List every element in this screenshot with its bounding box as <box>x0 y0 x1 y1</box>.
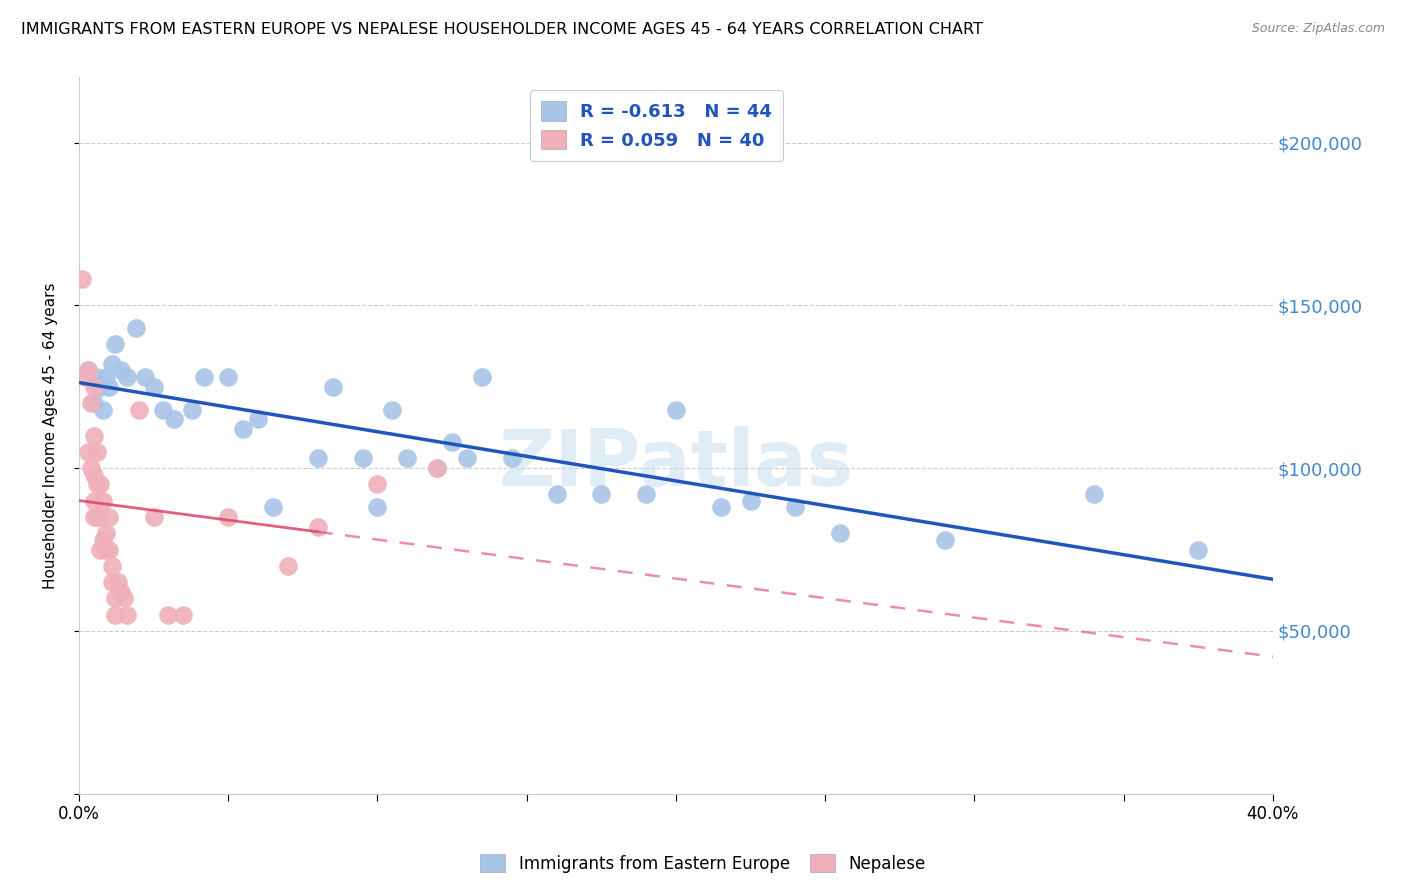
Point <box>83 493 105 508</box>
Point <box>91 493 114 508</box>
Point <box>83 380 105 394</box>
Y-axis label: Householder Income Ages 45 - 64 years: Householder Income Ages 45 - 64 years <box>44 282 58 589</box>
Point <box>73 370 96 384</box>
Point <box>91 402 114 417</box>
Point <box>101 357 124 371</box>
Point <box>456 451 478 466</box>
Point <box>83 510 105 524</box>
Legend: R = -0.613   N = 44, R = 0.059   N = 40: R = -0.613 N = 44, R = 0.059 N = 40 <box>530 90 783 161</box>
Point <box>115 607 138 622</box>
Point <box>83 396 105 410</box>
Point <box>77 363 100 377</box>
Point <box>322 380 344 394</box>
Point <box>110 363 132 377</box>
Point <box>115 370 138 384</box>
Point <box>217 370 239 384</box>
Point <box>172 607 194 622</box>
Point <box>152 402 174 417</box>
Point <box>86 370 108 384</box>
Point <box>97 380 120 394</box>
Point <box>83 428 105 442</box>
Point <box>80 396 103 410</box>
Text: ZIPatlas: ZIPatlas <box>498 426 853 502</box>
Point <box>366 500 388 515</box>
Point <box>86 510 108 524</box>
Point <box>426 461 449 475</box>
Point <box>94 542 117 557</box>
Point <box>232 422 254 436</box>
Point <box>94 370 117 384</box>
Point <box>104 591 127 606</box>
Point <box>101 558 124 573</box>
Point <box>91 533 114 547</box>
Point <box>86 445 108 459</box>
Text: Source: ZipAtlas.com: Source: ZipAtlas.com <box>1251 22 1385 36</box>
Point <box>636 487 658 501</box>
Point <box>366 477 388 491</box>
Point <box>112 591 135 606</box>
Point <box>193 370 215 384</box>
Point <box>307 451 329 466</box>
Point <box>163 412 186 426</box>
Point <box>307 519 329 533</box>
Point <box>101 575 124 590</box>
Point <box>83 467 105 482</box>
Point <box>89 542 111 557</box>
Point <box>830 526 852 541</box>
Point <box>142 380 165 394</box>
Point <box>441 435 464 450</box>
Point <box>70 272 93 286</box>
Point <box>181 402 204 417</box>
Point <box>104 607 127 622</box>
Point <box>277 558 299 573</box>
Point <box>426 461 449 475</box>
Point <box>80 461 103 475</box>
Point <box>934 533 956 547</box>
Point <box>217 510 239 524</box>
Point <box>471 370 494 384</box>
Point <box>157 607 180 622</box>
Point <box>86 477 108 491</box>
Point <box>107 575 129 590</box>
Point <box>110 584 132 599</box>
Point <box>124 321 146 335</box>
Point <box>1187 542 1209 557</box>
Legend: Immigrants from Eastern Europe, Nepalese: Immigrants from Eastern Europe, Nepalese <box>474 847 932 880</box>
Point <box>142 510 165 524</box>
Point <box>591 487 613 501</box>
Point <box>128 402 150 417</box>
Point <box>77 363 100 377</box>
Point <box>89 380 111 394</box>
Point <box>381 402 404 417</box>
Point <box>104 337 127 351</box>
Point <box>262 500 284 515</box>
Point <box>97 542 120 557</box>
Point <box>396 451 419 466</box>
Point <box>134 370 156 384</box>
Point <box>1083 487 1105 501</box>
Point <box>785 500 807 515</box>
Point <box>546 487 568 501</box>
Point <box>247 412 270 426</box>
Point <box>740 493 762 508</box>
Point <box>77 445 100 459</box>
Point <box>665 402 688 417</box>
Point <box>89 477 111 491</box>
Point <box>89 510 111 524</box>
Point <box>97 510 120 524</box>
Text: IMMIGRANTS FROM EASTERN EUROPE VS NEPALESE HOUSEHOLDER INCOME AGES 45 - 64 YEARS: IMMIGRANTS FROM EASTERN EUROPE VS NEPALE… <box>21 22 983 37</box>
Point <box>352 451 374 466</box>
Point <box>94 526 117 541</box>
Point <box>501 451 523 466</box>
Point <box>710 500 733 515</box>
